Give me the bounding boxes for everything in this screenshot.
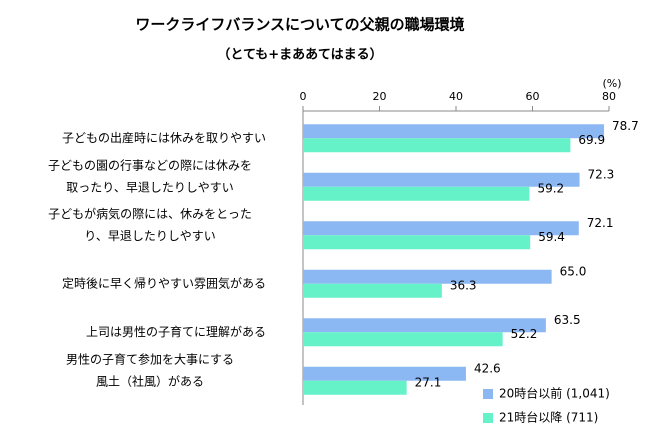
bar: [303, 124, 605, 139]
legend-label: 20時台以前 (1,041): [499, 386, 610, 401]
legend-swatch: [483, 413, 493, 423]
category-label: 子どもの出産時には休みを取りやすい: [62, 130, 266, 145]
x-tick-label: 20: [373, 90, 387, 103]
category-label: 風土（社風）がある: [96, 373, 204, 388]
value-label: 69.9: [578, 133, 605, 147]
value-label: 59.4: [538, 230, 565, 244]
chart-title: ワークライフバランスについての父親の職場環境: [135, 16, 464, 34]
category-label: 男性の子育て参加を大事にする: [66, 351, 234, 366]
bar: [303, 221, 579, 236]
bar: [303, 283, 442, 298]
category-label: 取ったり、早退したりしやすい: [66, 180, 233, 194]
bar: [303, 269, 552, 284]
x-tick-label: 40: [449, 90, 463, 103]
x-tick-label: 0: [300, 90, 307, 103]
value-label: 36.3: [450, 278, 477, 292]
category-label: 子どもの園の行事などの際には休みを: [48, 158, 252, 172]
legend-swatch: [483, 389, 493, 399]
legend-label: 21時台以降 (711): [499, 410, 598, 425]
bar: [303, 138, 571, 153]
bar: [303, 172, 580, 187]
category-label: 子どもが病気の際には、休みをとった: [48, 206, 252, 221]
value-label: 72.3: [588, 167, 615, 181]
bar: [303, 186, 530, 201]
category-label: り、早退したりしやすい: [84, 229, 215, 243]
x-tick-label: 80: [602, 90, 616, 103]
bar: [303, 380, 407, 395]
value-label: 42.6: [474, 361, 501, 375]
bar: [303, 366, 466, 381]
x-tick-label: 60: [526, 90, 540, 103]
value-label: 59.2: [537, 181, 564, 195]
bar: [303, 235, 531, 250]
unit-label: (%): [602, 77, 621, 90]
bar: [303, 332, 503, 347]
value-label: 72.1: [587, 216, 614, 230]
chart-subtitle: （とても+まああてはまる）: [217, 47, 382, 63]
bar: [303, 318, 546, 333]
value-label: 78.7: [612, 119, 639, 133]
value-label: 63.5: [554, 313, 581, 327]
category-label: 上司は男性の子育てに理解がある: [86, 324, 266, 339]
category-label: 定時後に早く帰りやすい雰囲気がある: [62, 275, 266, 290]
value-label: 27.1: [415, 375, 442, 389]
value-label: 52.2: [511, 327, 538, 341]
value-label: 65.0: [560, 264, 587, 278]
